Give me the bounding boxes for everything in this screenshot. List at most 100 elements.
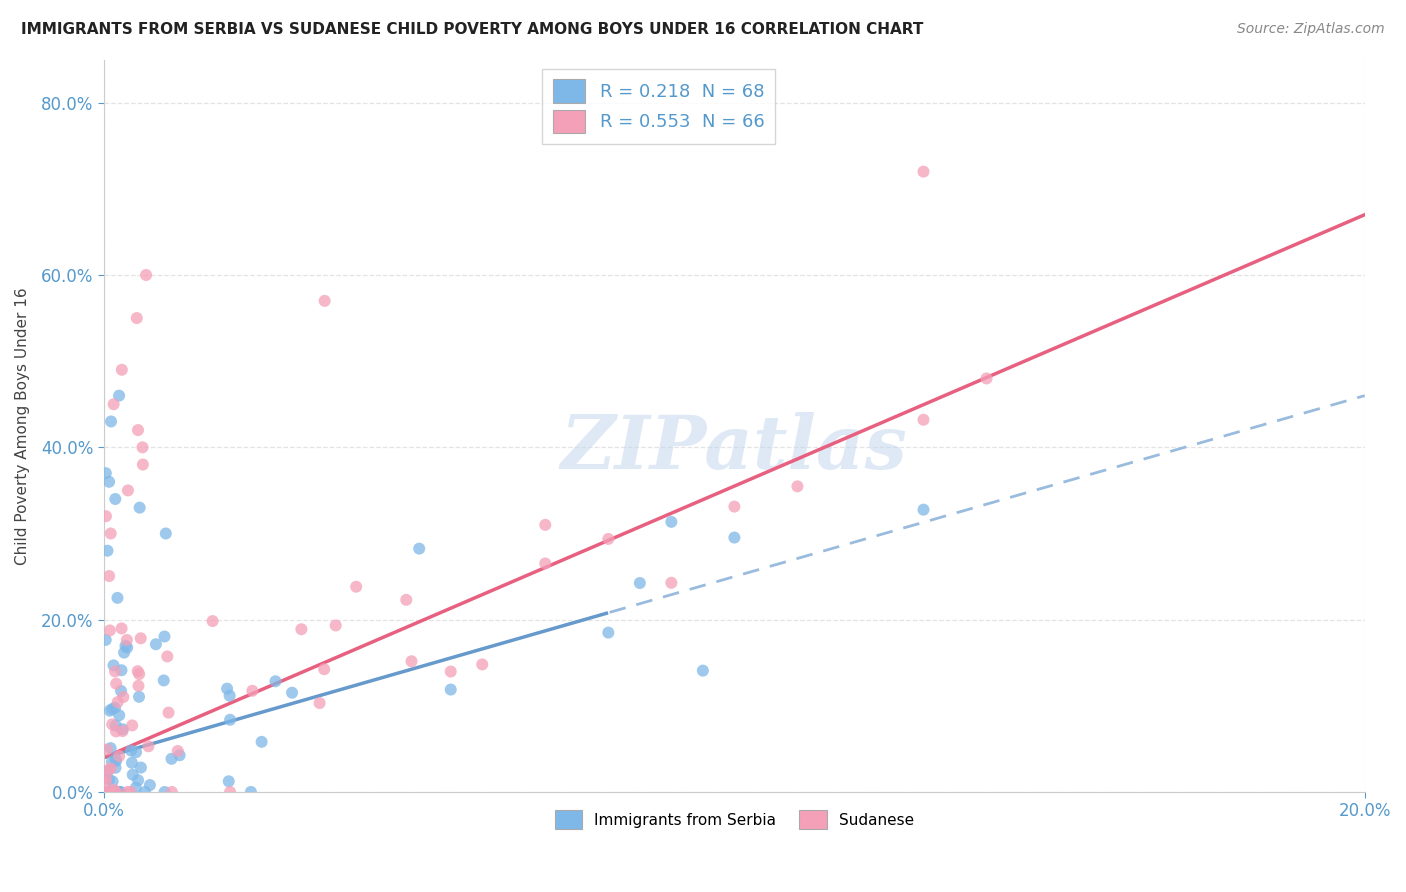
Point bbox=[217, 681, 239, 696]
Point bbox=[104, 785, 127, 799]
Point bbox=[128, 690, 150, 704]
Point bbox=[659, 575, 682, 590]
Point bbox=[145, 637, 167, 651]
Point bbox=[101, 702, 124, 716]
Point bbox=[121, 767, 143, 781]
Point bbox=[98, 704, 121, 718]
Point bbox=[440, 665, 463, 679]
Point bbox=[94, 772, 117, 786]
Point bbox=[104, 752, 127, 766]
Point bbox=[100, 415, 122, 429]
Point bbox=[121, 718, 143, 732]
Point bbox=[110, 663, 132, 677]
Point bbox=[153, 785, 176, 799]
Point bbox=[219, 713, 242, 727]
Point bbox=[723, 500, 745, 514]
Point bbox=[101, 755, 124, 769]
Point bbox=[976, 371, 998, 385]
Point bbox=[100, 761, 122, 775]
Point bbox=[98, 569, 121, 583]
Point bbox=[94, 785, 117, 799]
Point bbox=[108, 708, 131, 723]
Point bbox=[94, 632, 117, 647]
Point bbox=[129, 632, 152, 646]
Point bbox=[157, 706, 180, 720]
Point bbox=[250, 735, 273, 749]
Point bbox=[628, 576, 651, 591]
Point bbox=[108, 389, 131, 403]
Point bbox=[290, 622, 312, 636]
Text: IMMIGRANTS FROM SERBIA VS SUDANESE CHILD POVERTY AMONG BOYS UNDER 16 CORRELATION: IMMIGRANTS FROM SERBIA VS SUDANESE CHILD… bbox=[21, 22, 924, 37]
Point bbox=[108, 785, 131, 799]
Point bbox=[100, 741, 122, 756]
Point bbox=[160, 752, 183, 766]
Point bbox=[131, 440, 153, 454]
Point bbox=[117, 483, 139, 498]
Point bbox=[723, 531, 745, 545]
Point bbox=[105, 754, 128, 768]
Point bbox=[103, 658, 125, 673]
Point bbox=[108, 785, 131, 799]
Point bbox=[121, 756, 143, 770]
Point bbox=[127, 773, 149, 788]
Point bbox=[153, 630, 176, 644]
Point bbox=[120, 785, 142, 799]
Text: ZIPatlas: ZIPatlas bbox=[561, 411, 908, 484]
Point bbox=[692, 664, 714, 678]
Point bbox=[110, 684, 132, 698]
Point bbox=[135, 268, 157, 282]
Point bbox=[128, 500, 150, 515]
Point bbox=[111, 363, 134, 377]
Point bbox=[104, 761, 127, 775]
Point bbox=[129, 760, 152, 774]
Point bbox=[534, 517, 557, 532]
Point bbox=[534, 557, 557, 571]
Point bbox=[127, 679, 149, 693]
Point bbox=[134, 785, 156, 799]
Point bbox=[94, 775, 117, 789]
Point bbox=[98, 772, 121, 787]
Point bbox=[105, 676, 128, 690]
Point bbox=[401, 654, 423, 668]
Point bbox=[97, 763, 120, 777]
Point bbox=[107, 695, 129, 709]
Point bbox=[105, 724, 128, 739]
Point bbox=[314, 293, 336, 308]
Point bbox=[156, 649, 179, 664]
Point bbox=[104, 491, 127, 506]
Point bbox=[107, 591, 129, 605]
Point bbox=[112, 690, 135, 704]
Point bbox=[108, 749, 131, 764]
Point bbox=[98, 475, 121, 489]
Point bbox=[308, 696, 330, 710]
Point bbox=[97, 764, 120, 778]
Point bbox=[912, 502, 935, 516]
Point bbox=[125, 780, 148, 795]
Point bbox=[110, 621, 132, 635]
Point bbox=[103, 782, 125, 797]
Point bbox=[101, 774, 124, 789]
Point bbox=[408, 541, 430, 556]
Point bbox=[139, 778, 162, 792]
Point bbox=[110, 785, 132, 799]
Legend: Immigrants from Serbia, Sudanese: Immigrants from Serbia, Sudanese bbox=[548, 804, 921, 836]
Point bbox=[111, 724, 134, 739]
Point bbox=[598, 625, 620, 640]
Point bbox=[314, 662, 336, 676]
Point bbox=[240, 683, 263, 698]
Point bbox=[96, 742, 118, 756]
Point bbox=[98, 785, 121, 799]
Point bbox=[155, 526, 177, 541]
Point bbox=[117, 785, 139, 799]
Point bbox=[93, 785, 115, 799]
Point bbox=[344, 580, 367, 594]
Point bbox=[132, 458, 155, 472]
Point bbox=[128, 667, 150, 681]
Point bbox=[120, 743, 142, 757]
Point bbox=[104, 665, 127, 679]
Point bbox=[125, 745, 148, 759]
Point bbox=[125, 311, 148, 326]
Point bbox=[659, 515, 682, 529]
Point bbox=[598, 532, 620, 546]
Point bbox=[94, 509, 117, 524]
